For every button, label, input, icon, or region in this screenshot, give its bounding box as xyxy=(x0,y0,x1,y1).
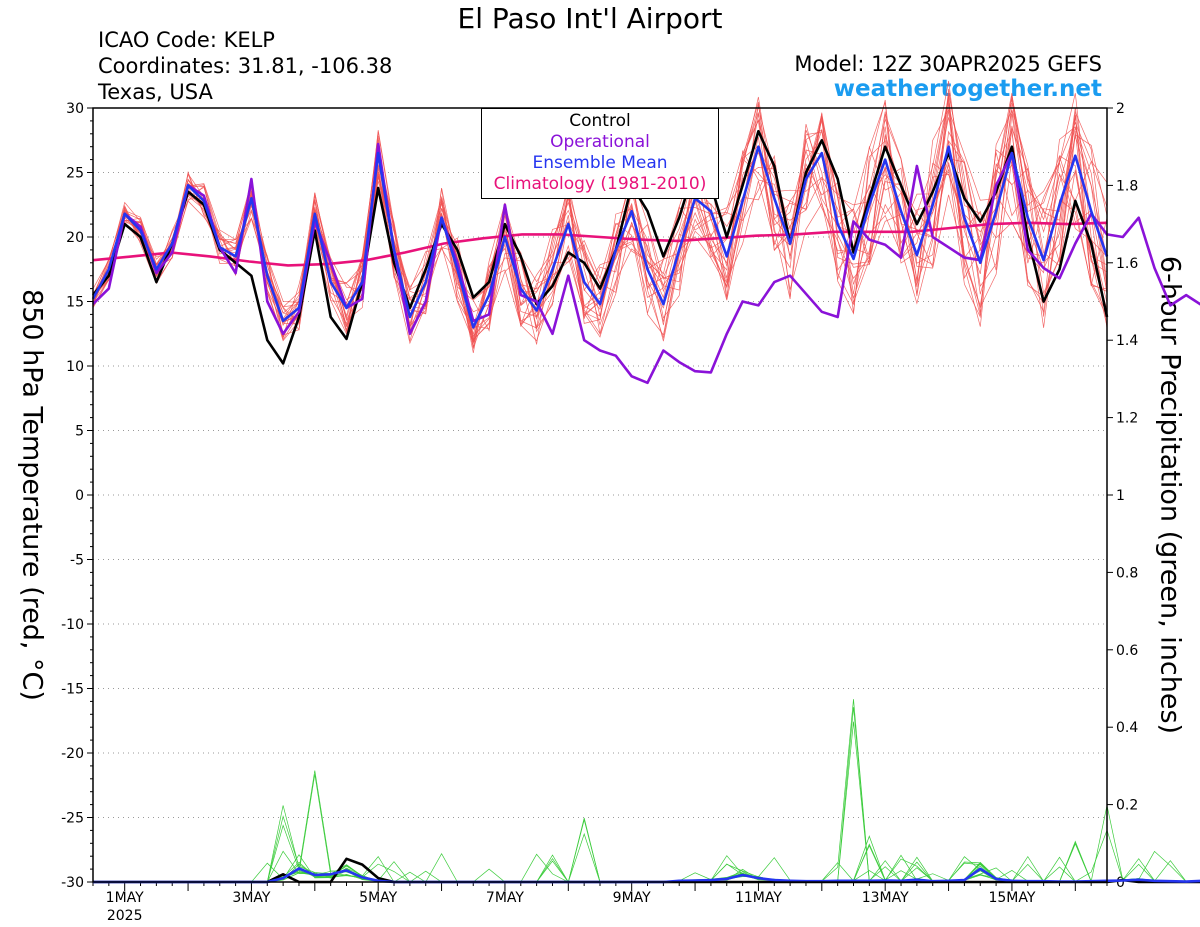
y-left-tick-label: 25 xyxy=(66,166,84,182)
y-right-tick-label: 0.4 xyxy=(1116,720,1138,736)
y-left-tick-label: 15 xyxy=(66,295,84,311)
control-line xyxy=(91,129,1109,365)
y-left-tick-label: 5 xyxy=(75,424,84,440)
y-left-tick-label: -20 xyxy=(61,746,84,762)
ensemble-member-precip-line xyxy=(93,721,1200,883)
ensemble-mean-line xyxy=(91,145,1109,329)
y-right-tick-label: 0.6 xyxy=(1116,643,1138,659)
x-tick-label: 15MAY xyxy=(988,890,1035,906)
ensemble-member-precip-line xyxy=(93,852,1200,883)
ensemble-member-precip-line xyxy=(93,706,1200,883)
y-right-tick-label: 1.6 xyxy=(1116,256,1138,272)
y-right-tick-label: 1.8 xyxy=(1116,178,1138,194)
model-run: Model: 12Z 30APR2025 GEFS xyxy=(794,52,1102,76)
ensemble-member-precip-line xyxy=(93,832,1200,883)
y-left-tick-label: 10 xyxy=(66,359,84,375)
x-tick-label: 7MAY xyxy=(486,890,524,906)
y-right-tick-label: 0.2 xyxy=(1116,798,1138,814)
x-tick-label: 1MAY xyxy=(106,890,144,906)
ensemble-member-precip-line xyxy=(93,770,1200,883)
y-right-tick-label: 0.8 xyxy=(1116,565,1138,581)
ensemble-members-precip xyxy=(93,699,1200,883)
chart-title: El Paso Int'l Airport xyxy=(457,2,723,35)
y-right-tick-label: 1 xyxy=(1116,488,1125,504)
legend-control: Control xyxy=(569,111,631,131)
legend-climatology: Climatology (1981-2010) xyxy=(493,174,707,194)
y-left-tick-label: 20 xyxy=(66,230,84,246)
icao-code: ICAO Code: KELP xyxy=(98,28,275,52)
y-left-tick-label: -5 xyxy=(70,553,84,569)
y-left-tick-label: -10 xyxy=(61,617,84,633)
coordinates: Coordinates: 31.81, -106.38 xyxy=(98,54,393,78)
legend: Control Operational Ensemble Mean Climat… xyxy=(481,108,719,199)
y-right-tick-label: 2 xyxy=(1116,101,1125,117)
ensemble-member-line xyxy=(92,92,1108,336)
y-right-tick-label: 0 xyxy=(1116,875,1125,891)
x-tick-label: 5MAY xyxy=(359,890,397,906)
x-tick-label: 9MAY xyxy=(613,890,651,906)
legend-operational: Operational xyxy=(550,132,650,152)
y-left-tick-label: 0 xyxy=(75,488,84,504)
ensemble-member-precip-line xyxy=(93,815,1200,883)
x-tick-label: 11MAY xyxy=(735,890,782,906)
x-tick-label: 3MAY xyxy=(232,890,270,906)
legend-ensemble-mean: Ensemble Mean xyxy=(532,153,668,173)
y-left-tick-label: -15 xyxy=(61,682,84,698)
control-precip-line xyxy=(93,857,1200,884)
operational-line xyxy=(92,142,1200,385)
y-left-tick-label: -30 xyxy=(61,875,84,891)
site-brand[interactable]: weathertogether.net xyxy=(833,76,1102,102)
y-right-tick-label: 1.2 xyxy=(1116,411,1138,427)
x-tick-label: 13MAY xyxy=(862,890,909,906)
region: Texas, USA xyxy=(98,80,213,104)
ensemble-member-precip-line xyxy=(93,817,1200,883)
y-right-tick-label: 1.4 xyxy=(1116,333,1138,349)
ensemble-member-precip-line xyxy=(93,699,1200,883)
ensemble-member-precip-line xyxy=(93,824,1200,883)
y-left-tick-label: -25 xyxy=(61,811,84,827)
ensemble-member-precip-line xyxy=(93,857,1200,883)
y-left-tick-label: 30 xyxy=(66,101,84,117)
x-year-label: 2025 xyxy=(107,908,143,924)
